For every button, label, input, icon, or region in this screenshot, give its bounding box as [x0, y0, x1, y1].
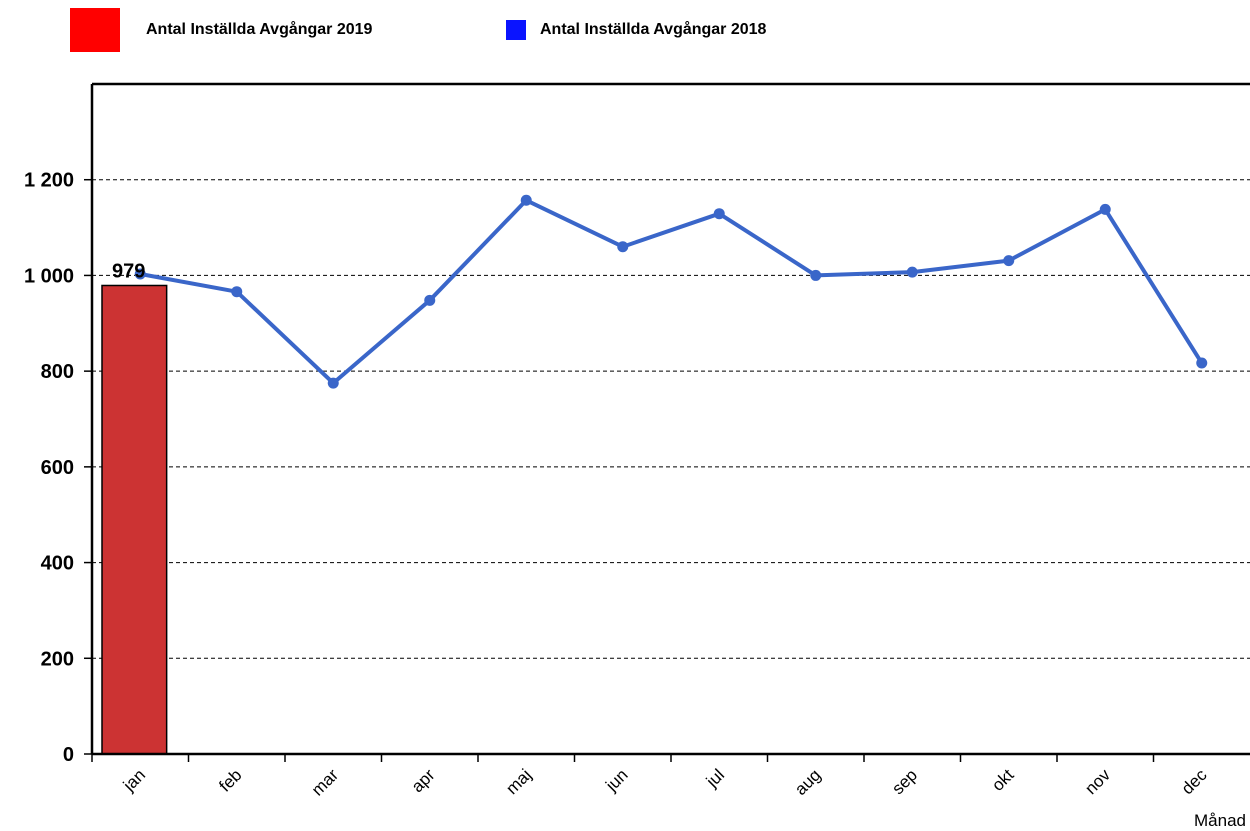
- line-2018-path: [139, 198, 1204, 386]
- x-tick-label-nov: nov: [1081, 765, 1114, 798]
- y-tick-label: 600: [41, 457, 74, 479]
- point-2018-sep: [906, 266, 918, 278]
- x-tick-label-okt: okt: [988, 765, 1018, 795]
- x-tick-label-jun: jun: [601, 765, 631, 795]
- bars-2019: [101, 284, 168, 755]
- x-axis-title: Månad: [1194, 811, 1246, 830]
- y-tick-label: 200: [41, 648, 74, 670]
- point-2018-jul: [713, 208, 725, 220]
- point-2018-jan: [134, 268, 146, 280]
- point-2018-dec: [1196, 357, 1208, 369]
- point-2018-mar: [327, 377, 339, 389]
- legend-swatch-2018: [506, 20, 526, 40]
- x-tick-label-jan: jan: [119, 765, 149, 795]
- y-tick-label: 1 200: [24, 170, 74, 192]
- legend-label-2018: Antal Inställda Avgångar 2018: [540, 21, 767, 38]
- axes: [84, 82, 1250, 762]
- x-tick-label-aug: aug: [791, 765, 824, 798]
- x-tick-label-apr: apr: [408, 765, 439, 796]
- x-tick-label-mar: mar: [308, 765, 342, 799]
- line-2018: [134, 194, 1208, 389]
- point-2018-okt: [1003, 255, 1015, 267]
- y-tick-label: 800: [41, 361, 74, 383]
- legend-label-2019: Antal Inställda Avgångar 2019: [146, 21, 373, 38]
- point-2018-aug: [810, 269, 822, 281]
- legend-item-2019: Antal Inställda Avgångar 2019: [70, 8, 372, 52]
- x-tick-label-jul: jul: [702, 765, 728, 791]
- point-2018-apr: [424, 294, 436, 306]
- labels: 0 200 400 600 800 1 000 1 200 979 jan feb mar apr ma…: [24, 170, 1246, 830]
- y-tick-label: 1 000: [24, 265, 74, 287]
- point-2018-jun: [617, 241, 629, 253]
- legend-item-2018: Antal Inställda Avgångar 2018: [506, 20, 766, 40]
- x-tick-label-dec: dec: [1178, 765, 1211, 798]
- legend-swatch-2019: [70, 8, 120, 52]
- point-2018-feb: [231, 286, 243, 298]
- gridlines: [92, 179, 1250, 659]
- x-tick-label-sep: sep: [888, 765, 921, 798]
- data-label-2019-jan: 979: [112, 260, 145, 282]
- point-2018-maj: [520, 194, 532, 206]
- bar-2019-jan: [101, 284, 168, 755]
- x-tick-label-maj: maj: [502, 765, 535, 798]
- x-tick-label-feb: feb: [215, 765, 245, 795]
- y-tick-label: 0: [63, 744, 74, 766]
- point-2018-nov: [1099, 203, 1111, 215]
- y-tick-label: 400: [41, 553, 74, 575]
